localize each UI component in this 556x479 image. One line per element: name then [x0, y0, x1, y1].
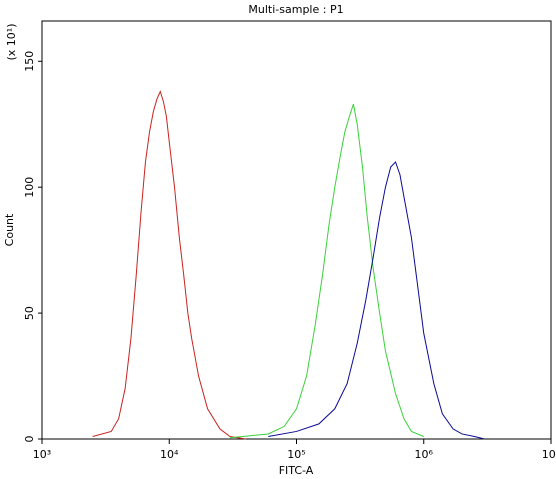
- y-axis-label: Count: [3, 213, 16, 246]
- y-multiplier: (x 10¹): [5, 24, 18, 61]
- x-tick-label: 10⁶: [415, 448, 434, 461]
- histogram-line: [268, 161, 485, 440]
- histogram-line: [92, 90, 246, 440]
- x-tick-label: 10⁵: [287, 448, 305, 461]
- y-tick-label: 0: [23, 436, 36, 443]
- y-tick-label: 50: [23, 306, 36, 320]
- x-axis-label: FITC-A: [279, 464, 314, 477]
- histogram-line: [229, 103, 424, 439]
- x-tick-label: 10³: [33, 448, 51, 461]
- chart-title: Multi-sample : P1: [248, 3, 343, 16]
- y-tick-label: 100: [23, 177, 36, 198]
- y-tick-label: 150: [23, 51, 36, 72]
- x-tick-label: 10⁴: [160, 448, 179, 461]
- x-tick-label: 10⁷: [542, 448, 556, 461]
